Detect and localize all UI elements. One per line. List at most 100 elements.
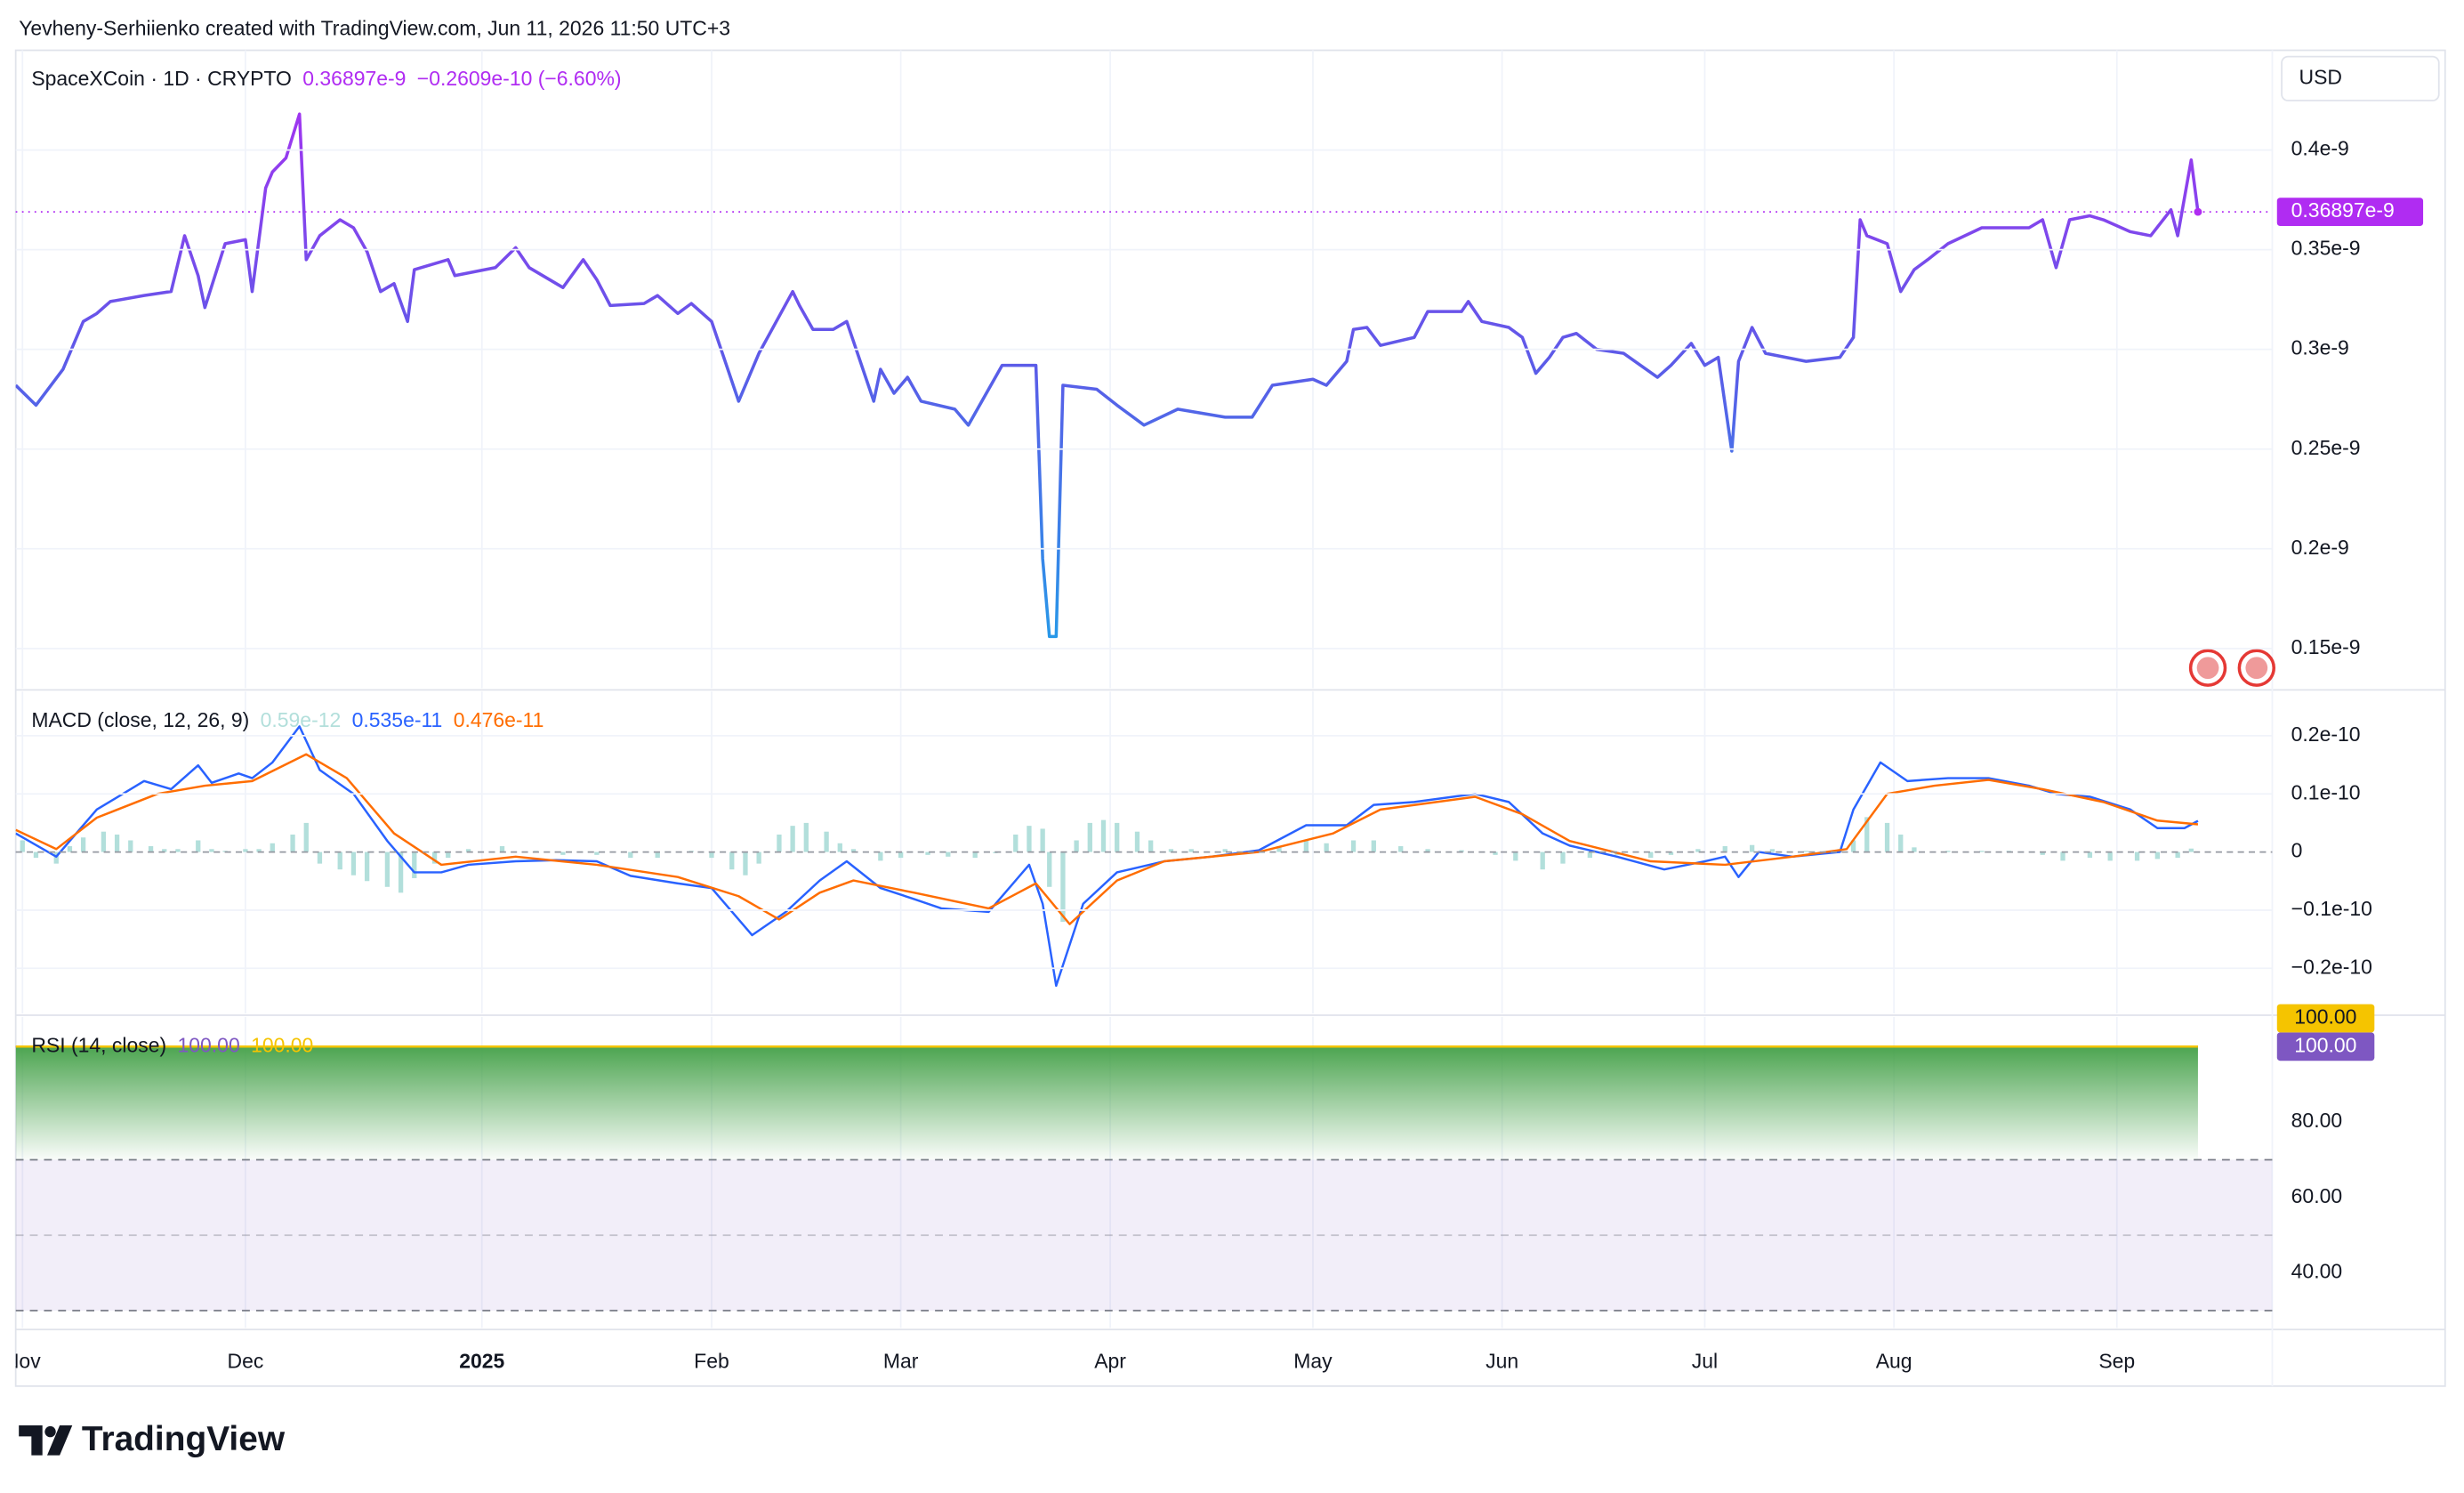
histogram-bar (743, 851, 748, 876)
histogram-bar (709, 851, 714, 859)
histogram-bar (1884, 822, 1890, 852)
histogram-bar (412, 851, 417, 878)
legend-value: 0.59e-12 (261, 708, 342, 731)
y-tick-label: 0.35e-9 (2291, 237, 2361, 260)
y-tick-label: 0.2e-9 (2291, 536, 2349, 559)
histogram-bar (2040, 851, 2045, 855)
legend-change: −0.2609e-10 (−6.60%) (417, 67, 622, 90)
histogram-bar (2134, 851, 2140, 861)
histogram-bar (2087, 851, 2093, 859)
histogram-bar (1027, 826, 1032, 852)
histogram-bar (1188, 849, 1194, 852)
histogram-bar (1134, 831, 1140, 852)
histogram-bar (196, 840, 201, 852)
histogram-bar (148, 846, 154, 852)
histogram-bar (878, 851, 883, 861)
legend-value: 0.476e-11 (454, 708, 544, 731)
legend-last-value: 0.36897e-9 (302, 67, 406, 90)
histogram-bar (2188, 848, 2194, 852)
x-tick-label: 2025 (459, 1349, 504, 1372)
histogram-bar (560, 851, 566, 855)
histogram-bar (303, 822, 309, 852)
y-tick-label: 0.4e-9 (2291, 137, 2349, 160)
legend-title: RSI (14, close) (31, 1033, 166, 1056)
histogram-bar (594, 851, 600, 855)
histogram-bar (128, 840, 133, 852)
x-tick-label: Jul (1692, 1349, 1718, 1372)
y-tick-label: 40.00 (2291, 1260, 2342, 1283)
histogram-bar (2175, 851, 2180, 859)
histogram-bar (729, 851, 735, 870)
histogram-bar (1040, 828, 1045, 852)
histogram-bar (1100, 819, 1107, 852)
currency-box[interactable] (2281, 55, 2440, 101)
histogram-bar (1115, 822, 1120, 852)
flag-icon-inner (2196, 657, 2219, 680)
y-tick-label: 60.00 (2291, 1184, 2342, 1207)
x-tick-label: May (1293, 1349, 1333, 1372)
histogram-bar (972, 851, 978, 859)
histogram-bar (499, 846, 505, 852)
y-tick-label: 0.2e-10 (2291, 722, 2361, 746)
histogram-bar (790, 826, 795, 852)
histogram-bar (1540, 851, 1545, 870)
logo-mark (19, 1425, 43, 1456)
histogram-bar (850, 849, 857, 852)
histogram-bar (2060, 851, 2065, 861)
legend-value: 0.535e-11 (352, 708, 443, 731)
x-tick-label: Mar (883, 1349, 919, 1372)
histogram-bar (53, 851, 59, 864)
histogram-bar (256, 849, 262, 852)
histogram-bar (270, 843, 275, 852)
histogram-bar (1898, 834, 1904, 852)
logo[interactable]: TradingView (19, 1420, 286, 1458)
series-line (15, 112, 2200, 639)
histogram-bar (756, 851, 761, 864)
y-tick-label: 0.3e-9 (2291, 336, 2349, 359)
histogram-bar (1398, 846, 1404, 852)
histogram-bar (1459, 850, 1464, 852)
x-tick-label: Sep (2098, 1349, 2135, 1372)
histogram-bar (317, 851, 323, 864)
histogram-bar (465, 849, 471, 852)
histogram-bar (431, 851, 438, 864)
histogram-bar (2107, 851, 2113, 861)
histogram-bar (1587, 851, 1593, 859)
histogram-bar (925, 851, 930, 855)
currency[interactable]: USD (2299, 65, 2342, 88)
y-tick-label: 0.25e-9 (2291, 436, 2361, 459)
histogram-bar (2154, 851, 2161, 859)
pane (15, 691, 2199, 1014)
event-flags[interactable] (2188, 649, 2276, 687)
histogram-bar (243, 849, 248, 852)
histogram-bar (898, 851, 904, 859)
histogram-bar (350, 851, 357, 876)
histogram-bar (1695, 849, 1701, 852)
x-tick-label: Apr (1094, 1349, 1126, 1372)
histogram-bar (1303, 840, 1309, 852)
price-badge (2276, 198, 2424, 227)
logo-text: TradingView (82, 1420, 286, 1458)
y-tick-label: −0.2e-10 (2291, 955, 2372, 978)
x-tick-label: Dec (227, 1349, 263, 1372)
histogram-bar (209, 849, 214, 852)
histogram-bar (1513, 851, 1518, 861)
x-tick-label: Nov (4, 1349, 41, 1372)
histogram-bar (290, 834, 295, 852)
histogram-bar (1060, 851, 1066, 923)
legend-value: 100.00 (251, 1033, 313, 1056)
overbought-fill (15, 1046, 2198, 1160)
histogram-bar (1749, 844, 1755, 852)
value-badge (2276, 1032, 2375, 1061)
histogram-bar (1087, 822, 1092, 852)
series-line (15, 725, 2199, 988)
histogram-bar (1168, 849, 1174, 852)
last-price-dot (2194, 207, 2202, 216)
histogram-bar (67, 846, 73, 852)
histogram-bar (364, 851, 370, 882)
histogram-bar (162, 849, 167, 852)
y-tick-label: 80.00 (2291, 1109, 2342, 1132)
histogram-bar (1560, 851, 1566, 864)
